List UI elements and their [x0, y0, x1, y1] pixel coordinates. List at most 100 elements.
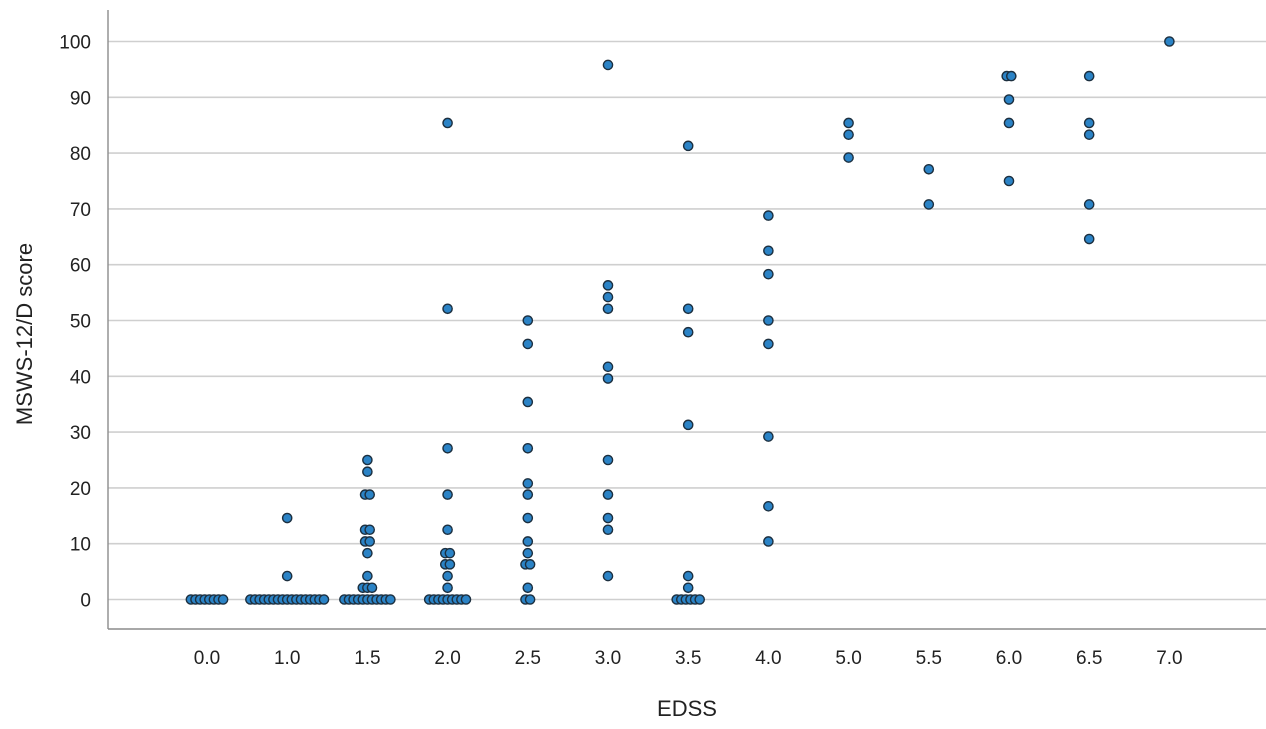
data-point	[522, 489, 534, 500]
data-point	[923, 163, 935, 175]
data-point	[444, 547, 456, 559]
data-point	[1003, 117, 1015, 129]
data-point	[460, 594, 472, 605]
data-point	[364, 536, 376, 547]
y-tick-labels: 0 10 20 30 40 50 60 70 80 90 100	[59, 33, 91, 612]
data-point	[442, 582, 453, 594]
data-point	[682, 419, 694, 431]
data-point	[602, 489, 614, 500]
data-point	[602, 291, 614, 303]
data-point	[843, 117, 854, 129]
data-point	[694, 594, 706, 605]
x-tick-label: 5.0	[835, 648, 861, 669]
x-tick-label: 3.0	[595, 648, 621, 669]
data-point	[362, 570, 373, 582]
data-point	[923, 199, 935, 210]
data-point	[522, 396, 534, 408]
data-point	[763, 431, 774, 442]
data-point	[522, 512, 534, 524]
data-point	[281, 512, 293, 524]
data-point	[763, 268, 774, 280]
data-point	[1083, 233, 1095, 245]
data-point	[602, 59, 614, 71]
data-point	[763, 536, 774, 547]
y-tick-label: 10	[70, 535, 91, 556]
y-tick-label: 90	[70, 88, 91, 109]
data-point	[522, 536, 534, 547]
data-point	[364, 524, 376, 536]
data-point	[522, 547, 534, 559]
y-tick-label: 20	[70, 479, 91, 500]
data-point	[602, 373, 614, 384]
data-point	[1003, 175, 1015, 187]
y-tick-label: 100	[59, 33, 91, 54]
y-tick-label: 50	[70, 312, 91, 333]
data-point	[682, 582, 694, 594]
data-point	[442, 117, 453, 129]
data-point	[442, 303, 453, 315]
y-tick-label: 40	[70, 367, 91, 388]
axes	[107, 10, 1266, 630]
data-point	[602, 361, 614, 373]
x-tick-label: 2.0	[434, 648, 460, 669]
data-point	[444, 559, 456, 570]
x-tick-label: 1.5	[354, 648, 380, 669]
x-tick-label: 0.0	[194, 648, 220, 669]
data-point	[522, 338, 534, 350]
data-point	[366, 582, 378, 594]
x-tick-label: 6.0	[996, 648, 1022, 669]
data-point	[318, 594, 330, 605]
data-point	[602, 524, 614, 536]
data-point	[217, 594, 229, 605]
data-point	[385, 594, 396, 605]
data-point	[1164, 36, 1175, 47]
y-tick-label: 60	[70, 256, 91, 277]
data-point	[522, 315, 534, 326]
data-point	[763, 210, 774, 221]
x-tick-label: 4.0	[755, 648, 781, 669]
data-point	[1083, 70, 1095, 82]
y-axis-title: MSWS-12/D score	[12, 243, 37, 425]
data-point	[522, 478, 534, 489]
data-point	[602, 454, 614, 466]
data-point	[682, 303, 694, 315]
x-tick-label: 6.5	[1076, 648, 1102, 669]
data-point	[602, 280, 614, 291]
data-point	[1006, 70, 1017, 82]
data-point	[442, 524, 453, 536]
data-point	[522, 442, 534, 454]
data-point	[682, 326, 694, 338]
data-point	[1083, 129, 1095, 140]
data-point	[602, 303, 614, 315]
data-point	[763, 338, 774, 350]
data-point	[602, 570, 614, 582]
data-point	[843, 129, 854, 140]
data-point	[602, 512, 614, 524]
y-tick-label: 70	[70, 200, 91, 221]
data-point	[1003, 94, 1015, 105]
data-point	[522, 582, 534, 594]
data-point	[364, 489, 376, 500]
data-point	[281, 570, 293, 582]
data-point	[524, 594, 536, 605]
data-point	[442, 570, 453, 582]
gridlines	[108, 40, 1266, 601]
x-tick-label: 1.0	[274, 648, 300, 669]
x-tick-label: 7.0	[1156, 648, 1182, 669]
x-tick-label: 5.5	[916, 648, 942, 669]
y-tick-label: 0	[80, 591, 91, 612]
data-point	[362, 466, 373, 478]
data-point	[763, 315, 774, 326]
x-axis-title: EDSS	[657, 696, 717, 721]
data-point	[442, 489, 453, 500]
data-point	[763, 245, 774, 257]
data-point	[362, 547, 373, 559]
x-tick-labels: 0.0 1.0 1.5 2.0 2.5 3.0 3.5 4.0 5.0 5.5 6.0 6.5 7.0	[194, 648, 1183, 669]
data-point	[763, 501, 774, 512]
data-point	[682, 140, 694, 152]
data-point	[682, 570, 694, 582]
data-point	[1083, 117, 1095, 129]
data-points	[185, 36, 1175, 605]
